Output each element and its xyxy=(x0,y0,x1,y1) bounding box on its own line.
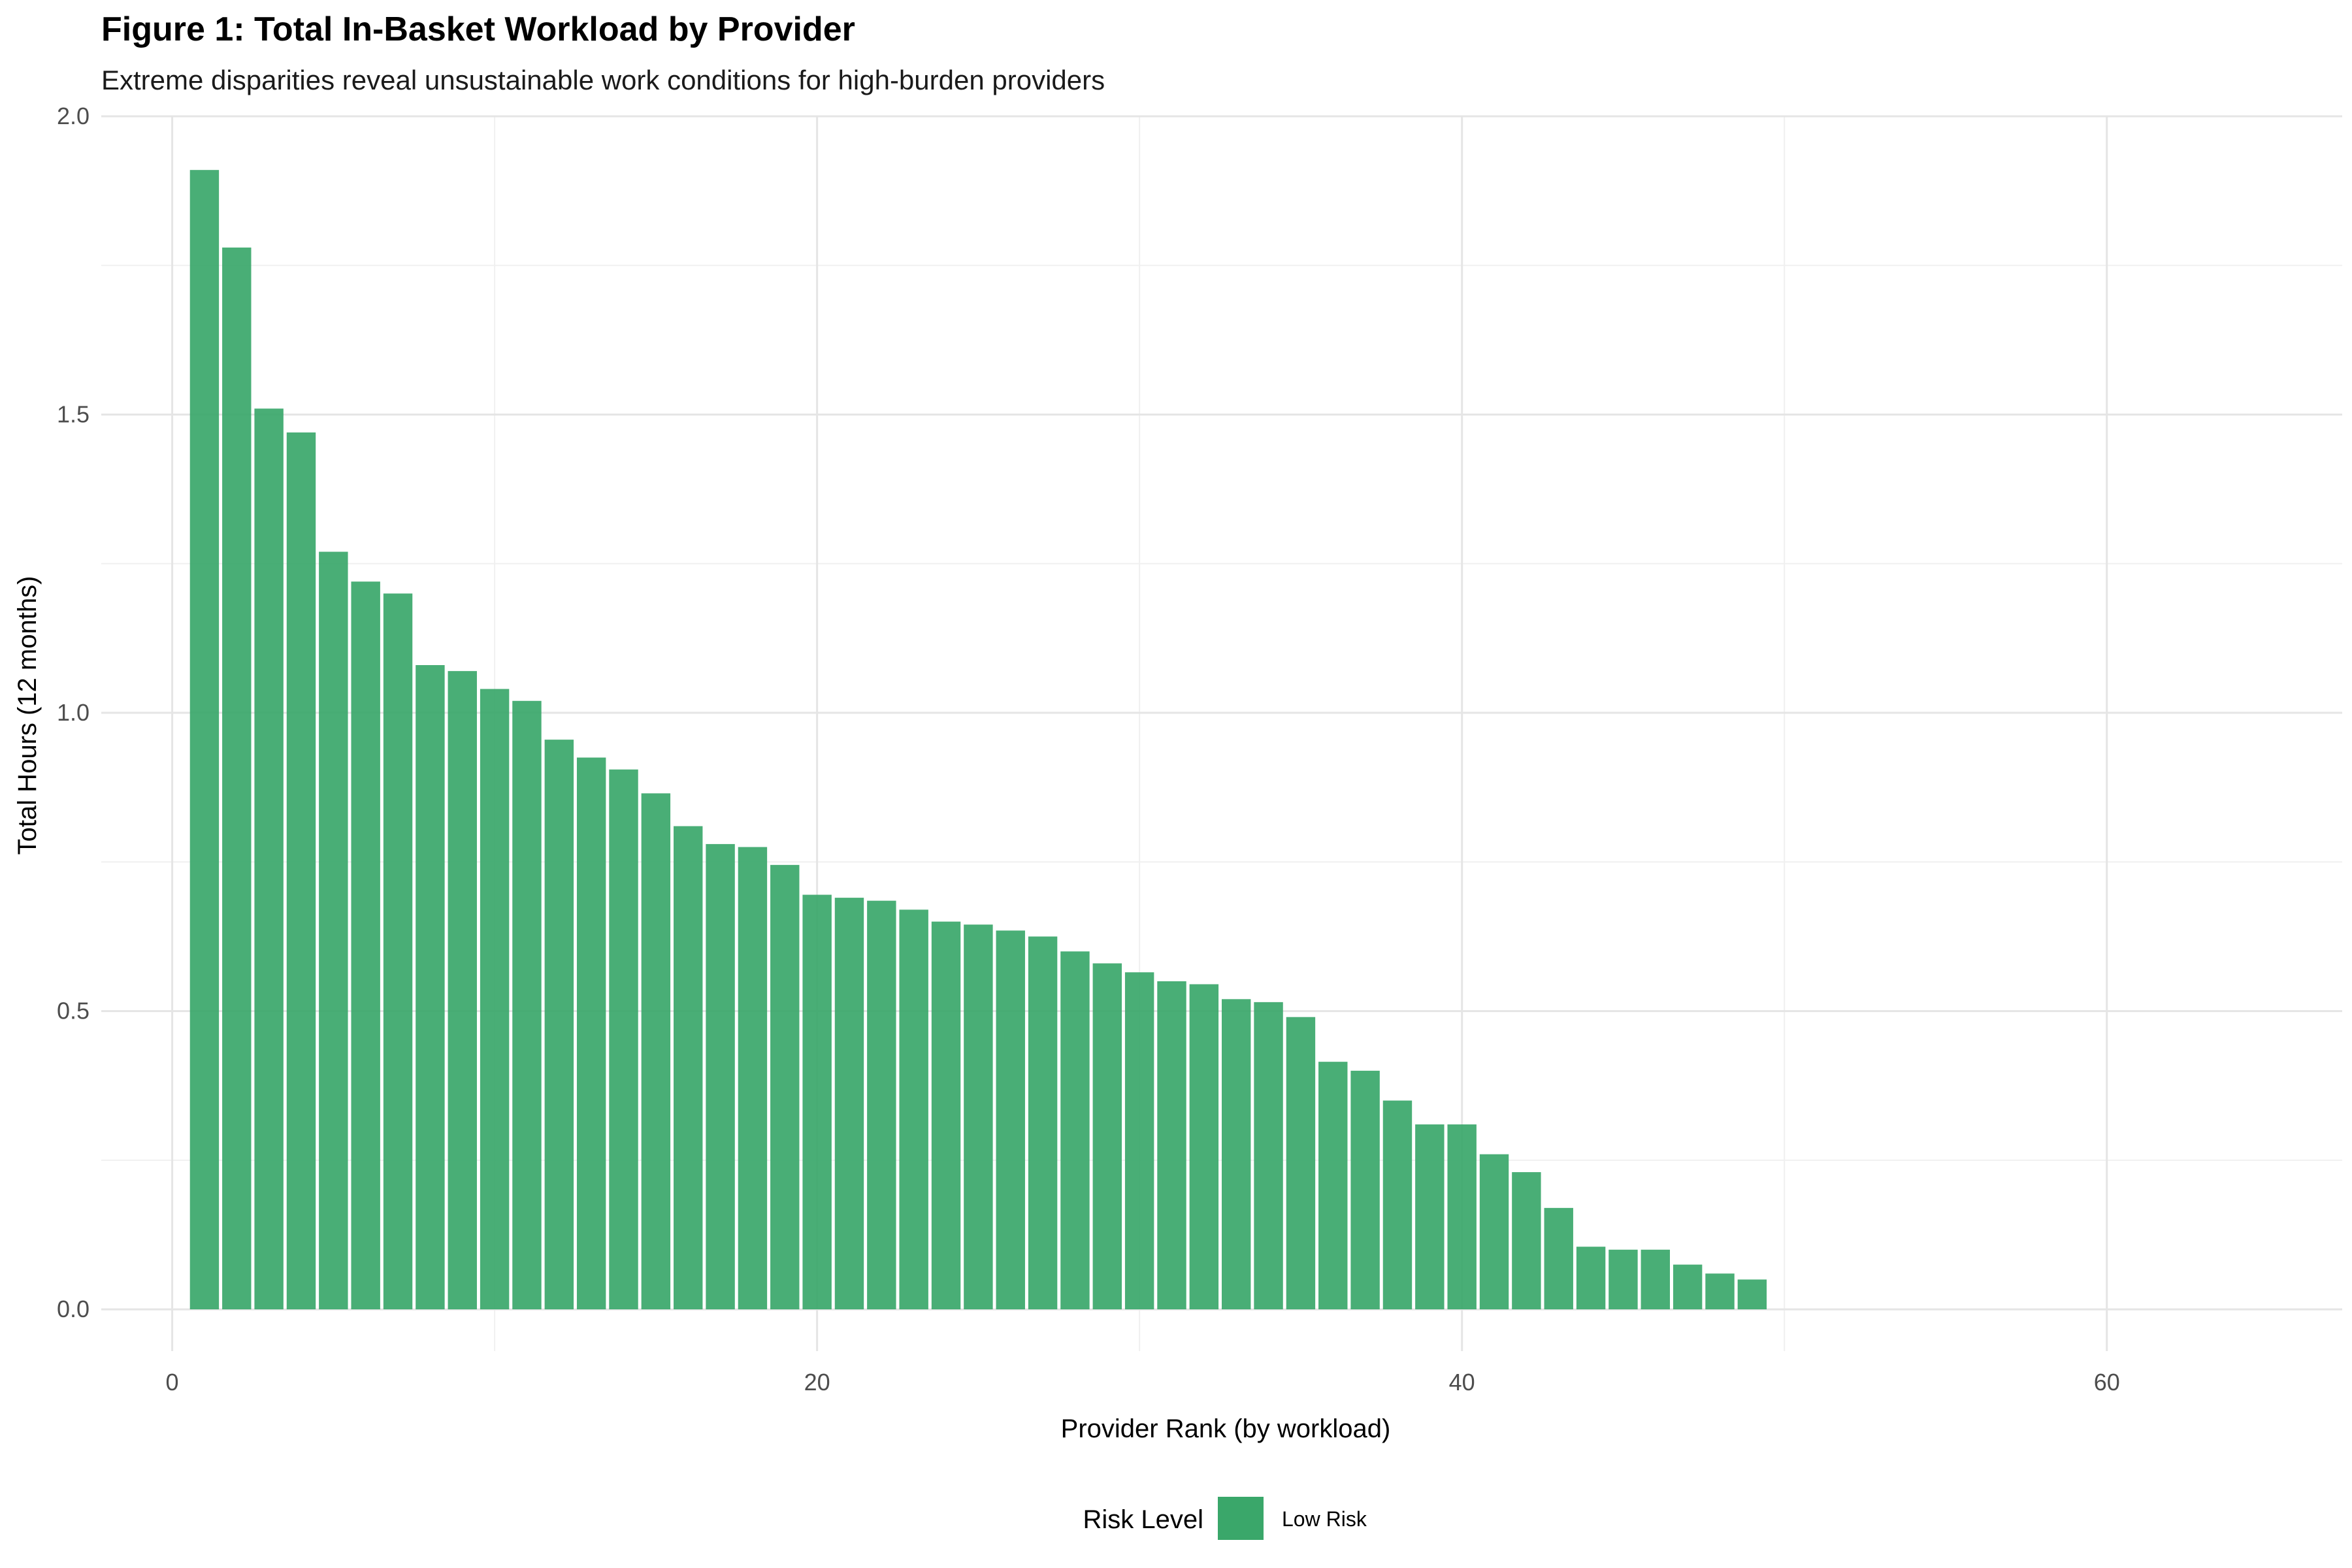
x-axis-ticks: 0 20 40 60 xyxy=(166,1369,2120,1396)
bar-provider-42 xyxy=(1512,1172,1541,1310)
bar-provider-46 xyxy=(1641,1249,1670,1310)
x-tick-label: 60 xyxy=(2094,1369,2120,1396)
bar-provider-41 xyxy=(1479,1154,1509,1310)
legend-swatch-low-risk xyxy=(1218,1497,1264,1540)
bar-provider-4 xyxy=(286,432,316,1310)
bar-provider-31 xyxy=(1157,981,1186,1310)
bar-provider-2 xyxy=(222,247,252,1310)
bar-provider-48 xyxy=(1705,1273,1735,1310)
bar-provider-13 xyxy=(576,757,606,1310)
bar-provider-9 xyxy=(448,671,477,1310)
bar-provider-1 xyxy=(189,170,220,1310)
chart-subtitle: Extreme disparities reveal unsustainable… xyxy=(101,65,1105,95)
chart-title: Figure 1: Total In-Basket Workload by Pr… xyxy=(101,10,855,48)
bar-provider-24 xyxy=(931,921,961,1310)
y-axis-title: Total Hours (12 months) xyxy=(13,576,42,855)
bar-provider-38 xyxy=(1382,1100,1413,1310)
y-tick-label: 2.0 xyxy=(57,103,90,129)
bar-provider-26 xyxy=(996,930,1025,1310)
y-tick-label: 1.0 xyxy=(57,699,90,726)
bar-provider-23 xyxy=(899,909,928,1310)
bar-provider-17 xyxy=(706,843,735,1310)
bar-provider-34 xyxy=(1254,1002,1283,1310)
bar-provider-5 xyxy=(319,551,348,1310)
x-axis-title: Provider Rank (by workload) xyxy=(1061,1414,1391,1443)
legend-title: Risk Level xyxy=(1083,1505,1203,1534)
bar-provider-3 xyxy=(254,408,284,1310)
bar-provider-33 xyxy=(1222,999,1251,1310)
bar-provider-43 xyxy=(1544,1207,1573,1310)
bar-provider-35 xyxy=(1286,1017,1316,1310)
bar-provider-32 xyxy=(1189,984,1219,1310)
bar-provider-18 xyxy=(738,847,768,1310)
bar-provider-30 xyxy=(1124,972,1154,1310)
bar-provider-27 xyxy=(1028,936,1058,1310)
bar-provider-12 xyxy=(544,740,574,1310)
bar-provider-28 xyxy=(1060,951,1090,1310)
y-tick-label: 0.0 xyxy=(57,1296,90,1322)
bar-provider-16 xyxy=(674,826,703,1310)
bar-provider-7 xyxy=(383,593,413,1310)
bar-provider-22 xyxy=(867,900,896,1310)
legend: Risk Level Low Risk xyxy=(1083,1497,1367,1540)
bar-provider-14 xyxy=(609,769,638,1310)
bar-provider-21 xyxy=(834,898,864,1310)
bar-provider-47 xyxy=(1673,1264,1703,1310)
bar-provider-44 xyxy=(1576,1247,1606,1310)
bar-provider-36 xyxy=(1318,1062,1348,1310)
bar-provider-40 xyxy=(1447,1124,1477,1310)
y-tick-label: 1.5 xyxy=(57,401,90,428)
bar-provider-15 xyxy=(641,793,671,1310)
bar-provider-11 xyxy=(512,700,542,1310)
x-tick-label: 20 xyxy=(804,1369,830,1396)
bar-provider-19 xyxy=(770,864,800,1310)
bar-provider-29 xyxy=(1092,963,1122,1310)
x-tick-label: 40 xyxy=(1449,1369,1475,1396)
bar-provider-6 xyxy=(351,581,380,1310)
x-tick-label: 0 xyxy=(166,1369,179,1396)
legend-label-low-risk: Low Risk xyxy=(1282,1507,1367,1531)
bar-provider-25 xyxy=(964,924,993,1310)
y-axis-ticks: 0.0 0.5 1.0 1.5 2.0 xyxy=(57,103,90,1322)
bar-provider-39 xyxy=(1415,1124,1445,1310)
bar-provider-10 xyxy=(480,689,510,1310)
bar-provider-37 xyxy=(1350,1070,1380,1310)
bar-provider-49 xyxy=(1737,1279,1767,1310)
bar-provider-20 xyxy=(802,894,832,1310)
y-tick-label: 0.5 xyxy=(57,998,90,1024)
bar-provider-8 xyxy=(416,665,445,1310)
bar-provider-45 xyxy=(1609,1249,1638,1310)
bars xyxy=(189,170,1767,1310)
